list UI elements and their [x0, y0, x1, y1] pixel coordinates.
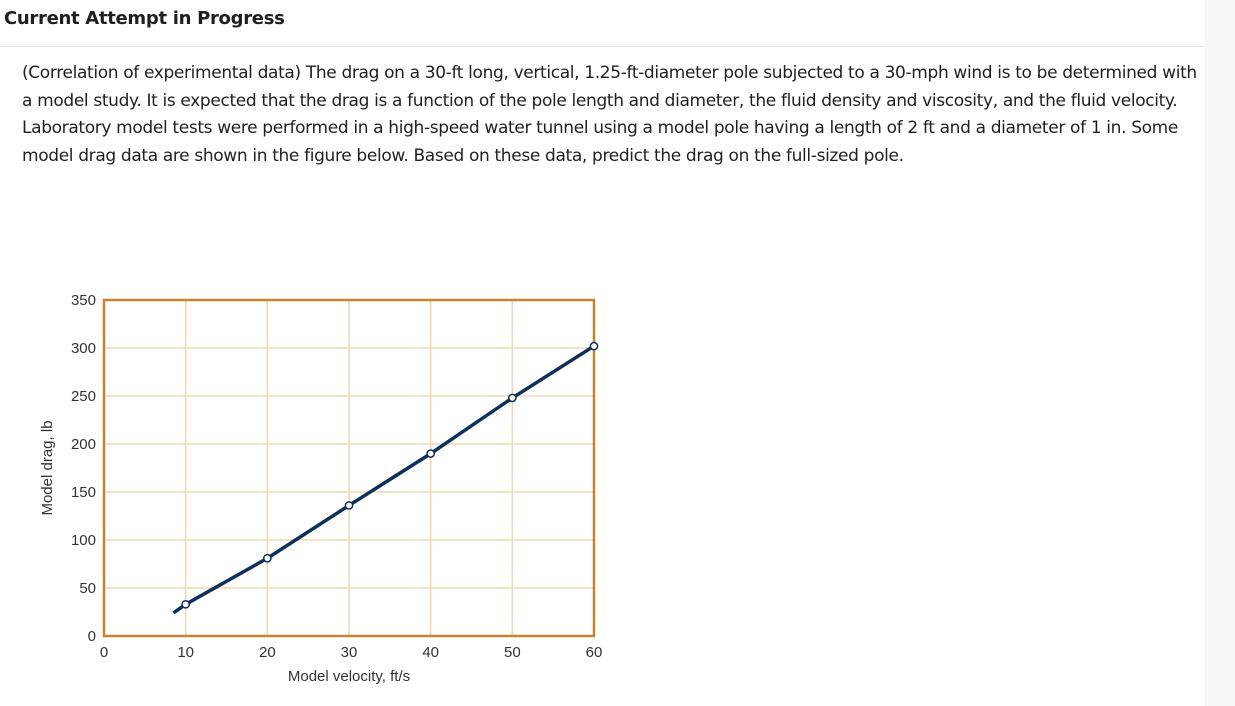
question-text: (Correlation of experimental data) The d…: [22, 63, 1197, 166]
grid-lines: [104, 300, 594, 636]
y-axis-label: Model drag, lb: [39, 420, 56, 515]
x-tick-label: 20: [259, 644, 276, 661]
plot-frame: [102, 298, 596, 638]
data-point: [589, 341, 599, 351]
data-series: [172, 341, 599, 615]
y-tick-label: 50: [79, 580, 96, 597]
x-tick-label: 10: [177, 644, 194, 661]
x-tick-label: 0: [100, 644, 108, 661]
data-point: [507, 393, 517, 403]
attempt-status-title: Current Attempt in Progress: [4, 8, 285, 29]
right-scroll-strip: [1205, 0, 1235, 706]
x-tick-label: 30: [341, 644, 358, 661]
series-line: [172, 344, 595, 615]
y-tick-label: 200: [71, 436, 96, 453]
x-tick-label: 60: [586, 644, 603, 661]
x-tick-label: 50: [504, 644, 521, 661]
data-point: [426, 449, 436, 458]
y-tick-label: 350: [71, 292, 96, 309]
data-point: [344, 501, 354, 510]
y-tick-label: 150: [71, 484, 96, 501]
page-header: Current Attempt in Progress: [0, 0, 1205, 47]
x-axis-label: Model velocity, ft/s: [288, 668, 410, 685]
tick-labels: 0 10 20 30 40 50 60 0 50 100 150 200 250 300 350: [71, 292, 602, 661]
y-tick-label: 300: [71, 340, 96, 357]
x-tick-label: 40: [422, 644, 439, 661]
data-point: [262, 553, 272, 563]
data-point: [181, 599, 191, 609]
y-tick-label: 0: [88, 628, 96, 645]
y-tick-label: 250: [71, 388, 96, 405]
y-tick-label: 100: [71, 532, 96, 549]
